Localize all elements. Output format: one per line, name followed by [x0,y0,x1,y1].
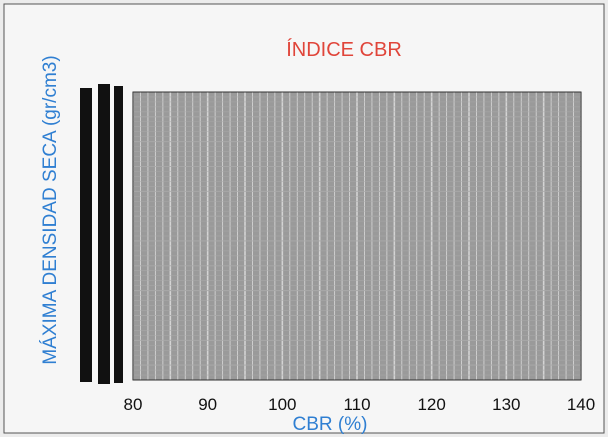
x-tick-label: 110 [343,395,370,414]
x-tick-label: 130 [492,395,520,414]
plot-border [132,91,582,381]
x-tick-labels: 80 90 100 110 120 130 140 [124,395,596,414]
y-axis-label: MÁXIMA DENSIDAD SECA (gr/cm3) [40,55,61,364]
y-tick-labels-illegible [80,84,123,384]
x-axis-label: CBR (%) [293,414,368,435]
x-tick-label: 80 [124,395,143,414]
x-tick-label: 100 [268,395,296,414]
grid-lines [132,91,582,381]
chart-title: ÍNDICE CBR [286,38,402,61]
x-tick-label: 120 [417,395,445,414]
x-tick-label: 90 [198,395,217,414]
x-tick-label: 140 [567,395,595,414]
